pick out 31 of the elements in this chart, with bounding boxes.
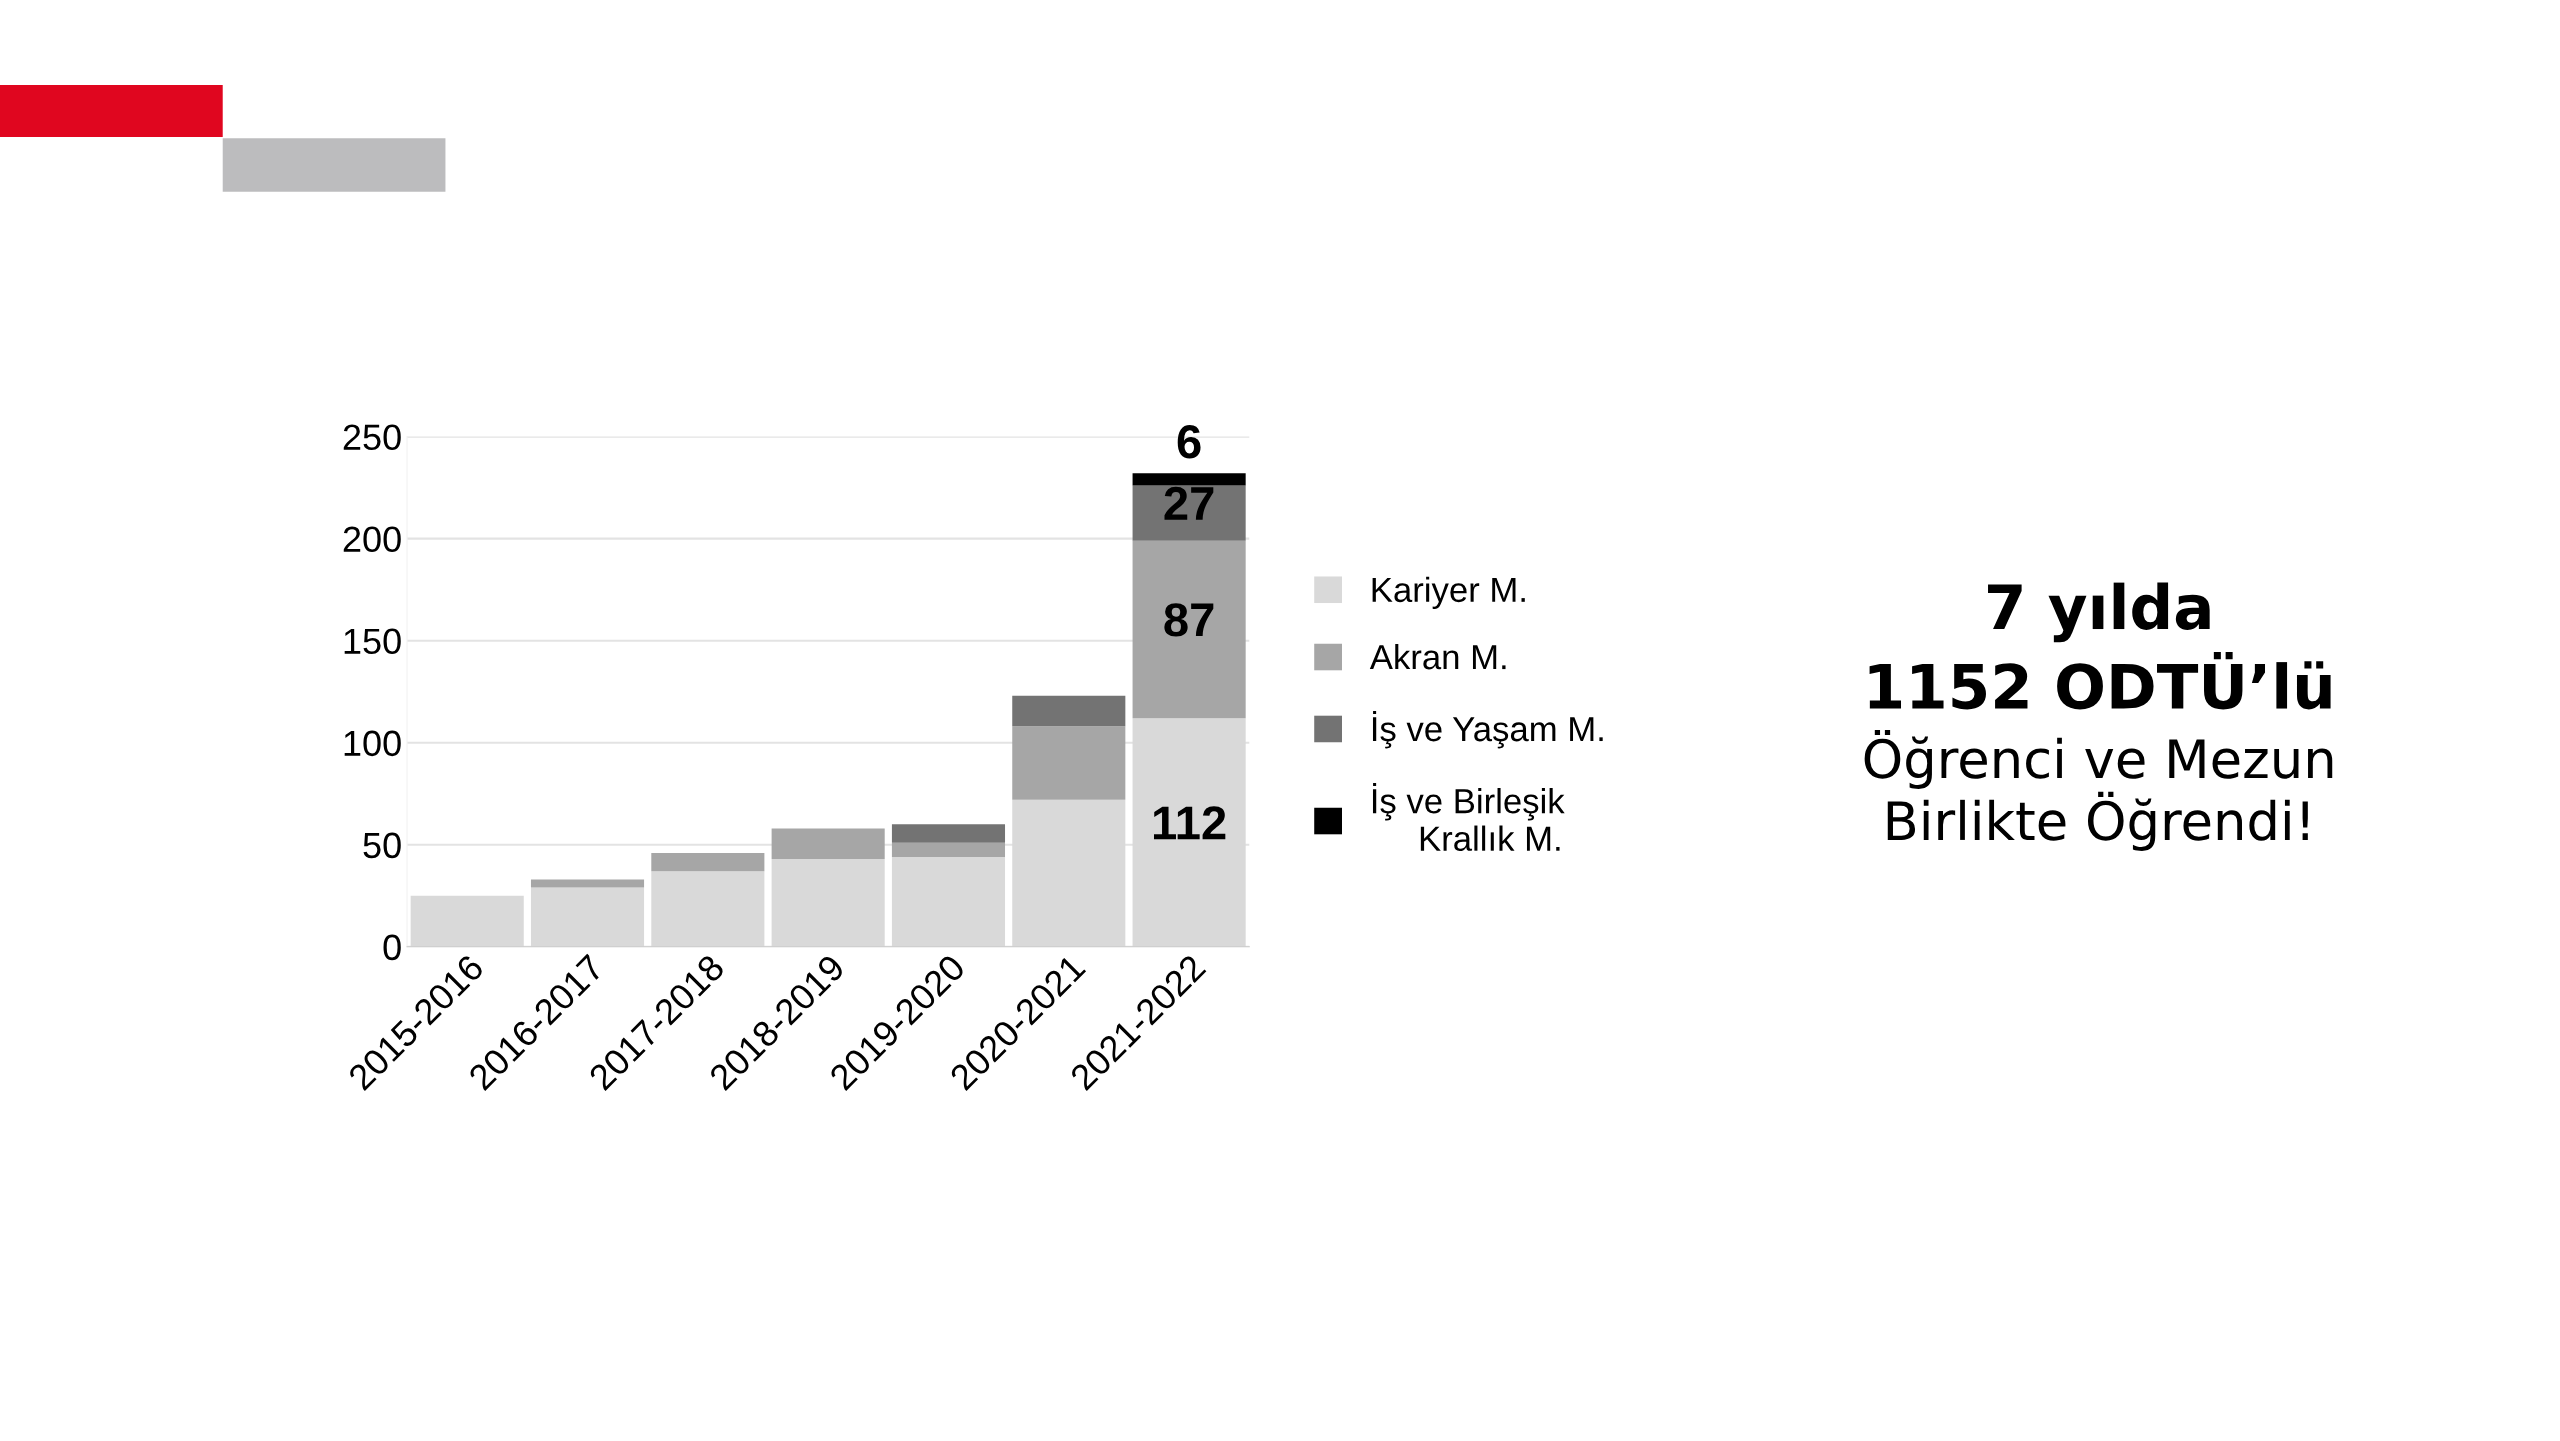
y-tick-label: 50: [363, 832, 401, 859]
y-tick-label: 100: [344, 730, 401, 757]
bar: [530, 879, 645, 888]
legend-label: Akran M.: [1369, 643, 1506, 670]
bar: [891, 842, 1006, 857]
bar: [891, 824, 1006, 843]
bar: [410, 895, 524, 947]
bar: [1012, 695, 1126, 727]
data-label: 87: [1164, 603, 1214, 637]
bar: [891, 856, 1006, 947]
y-tick-label: 150: [344, 628, 401, 655]
legend-label: İş ve Yaşam M.: [1372, 711, 1603, 749]
bar: [651, 852, 765, 872]
bar: [771, 828, 885, 859]
bar: [530, 887, 645, 947]
y-tick-label: 250: [343, 424, 401, 451]
legend-label: Kariyer M.: [1372, 576, 1525, 610]
text: 1152 ODTÜ’lü: [1869, 652, 2331, 710]
data-label: 6: [1177, 425, 1201, 459]
bar: [1012, 726, 1126, 800]
bar: [1132, 473, 1246, 486]
data-label: 27: [1164, 486, 1214, 520]
bar: [651, 871, 765, 947]
y-tick-label: 200: [343, 526, 401, 553]
data-label: 112: [1154, 806, 1226, 840]
bar: [771, 859, 885, 947]
text: Öğrenci ve Mezun: [1864, 729, 2333, 789]
legend-label: İş ve Birleşik Krallık M.: [1372, 783, 1565, 852]
text: 7 yılda: [1988, 582, 2210, 643]
bar: [1132, 540, 1246, 719]
text: Birlikte Öğrendi!: [1887, 791, 2308, 851]
